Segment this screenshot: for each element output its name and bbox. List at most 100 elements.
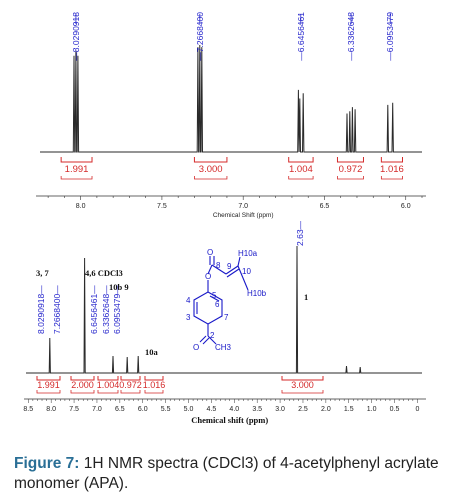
bottom-tick-label-16: 0.5 — [390, 406, 400, 413]
h10a-label: H10a — [238, 249, 258, 258]
bottom-peak-label-0: 8.0290918— — [36, 285, 46, 334]
ester-o-label: O — [205, 272, 211, 281]
c4-label: 4 — [186, 296, 191, 305]
top-tick-label-0: 8.0 — [76, 203, 86, 210]
bottom-tick-label-8: 4.5 — [207, 406, 217, 413]
top-integral-3: 0.972 — [336, 157, 364, 180]
vinyl-double-bond — [226, 268, 240, 278]
top-integral-underline — [337, 176, 364, 180]
bottom-spectrum-line — [26, 245, 422, 374]
bottom-assignment-2: 10b 9 — [109, 282, 129, 292]
bottom-integral-value: 1.004 — [97, 380, 120, 390]
bottom-tick-label-7: 5.0 — [184, 406, 194, 413]
bottom-integral-bracket — [281, 376, 324, 381]
ch3-label: CH3 — [215, 343, 232, 352]
top-peak-label-text: —7.2668400 — [195, 12, 205, 61]
bottom-tick-label-14: 1.5 — [344, 406, 354, 413]
bottom-tick-label-3: 7.0 — [92, 406, 102, 413]
top-integral-underline — [194, 176, 228, 180]
top-integral-value: 0.972 — [339, 164, 363, 175]
top-peak-label-3: —6.3362648 — [346, 12, 356, 61]
bottom-integral-underline — [36, 390, 61, 394]
bottom-integral-underline — [281, 390, 324, 394]
bottom-peak-label-text: 2.63— — [295, 220, 305, 246]
bottom-peak-label-text: 6.0953479— — [112, 285, 122, 334]
bottom-tick-label-4: 6.5 — [115, 406, 125, 413]
bottom-tick-label-17: 0 — [415, 406, 419, 413]
top-integral-bracket — [288, 157, 314, 163]
ring-double-bond — [209, 295, 220, 302]
bottom-spectrum-panel: 8.0290918— 7.2668400— 6.6456461— 6.3362648—… — [23, 220, 426, 425]
top-integral-bracket — [60, 157, 93, 163]
c7-label: 7 — [224, 313, 229, 322]
bottom-integral-bracket — [70, 376, 95, 381]
bottom-peak-label-5: 2.63— — [295, 220, 305, 246]
bottom-peak-label-2: 6.6456461— — [89, 285, 99, 334]
bottom-x-axis-label: Chemical shift (ppm) — [191, 415, 268, 425]
bottom-integral-value: 3.000 — [291, 380, 314, 390]
bottom-tick-label-11: 3.0 — [275, 406, 285, 413]
top-integral-underline — [380, 176, 403, 180]
top-integral-4: 1.016 — [380, 157, 404, 180]
top-integral-underline — [288, 176, 314, 180]
bottom-tick-label-10: 3.5 — [252, 406, 262, 413]
bottom-integral-underline — [120, 390, 141, 394]
vinyl-double-bond — [225, 265, 239, 275]
c8-c9-bond — [211, 264, 227, 275]
bottom-tick-label-15: 1.0 — [367, 406, 377, 413]
bottom-peak-label-text: 7.2668400— — [52, 285, 62, 334]
top-tick-label-3: 6.5 — [320, 203, 330, 210]
bottom-integral-underline — [70, 390, 95, 394]
top-peak-label-0: —8.0290918 — [71, 12, 81, 61]
bottom-integral-value: 0.972 — [119, 380, 142, 390]
top-integral-0: 1.991 — [60, 157, 93, 180]
acetyl-c-o-double-bond — [199, 335, 207, 343]
top-integral-value: 1.016 — [380, 164, 404, 175]
bottom-integral-bracket — [36, 376, 61, 381]
bottom-peak-label-text: 6.6456461— — [89, 285, 99, 334]
bottom-peak-label-text: 6.3362648— — [101, 285, 111, 334]
carbonyl-o-label: O — [207, 248, 213, 257]
h10a-bond — [237, 256, 241, 267]
structure-labels: O O 8 9 10 H10a H10b 5 6 4 3 7 2 O CH3 — [186, 248, 267, 352]
top-peak-label-text: —8.0290918 — [71, 12, 81, 61]
top-integral-bracket — [193, 157, 228, 163]
bottom-integral-2: 1.004 — [97, 376, 120, 394]
bottom-integral-value: 2.000 — [71, 380, 94, 390]
top-integral-value: 3.000 — [199, 164, 223, 175]
top-integral-value: 1.991 — [65, 164, 89, 175]
bottom-integral-5: 3.000 — [281, 376, 324, 394]
bottom-integral-4: 1.016 — [143, 376, 165, 394]
h10b-bond — [237, 265, 249, 291]
bottom-tick-label-1: 8.0 — [46, 406, 56, 413]
acetyl-ch3-bond — [207, 335, 217, 345]
top-peak-label-text: —6.6456461 — [296, 12, 306, 61]
top-peak-label-2: —6.6456461 — [296, 12, 306, 61]
acetyl-o-label: O — [193, 343, 199, 352]
bottom-assignment-1: 4,6 CDCl3 — [85, 268, 123, 278]
bottom-tick-label-13: 2.0 — [321, 406, 331, 413]
top-peak-label-text: —6.3362648 — [346, 12, 356, 61]
bottom-tick-label-5: 6.0 — [138, 406, 148, 413]
bottom-integral-bracket — [144, 376, 164, 381]
top-spectrum-panel: —8.0290918 —7.2668400 —6.6456461 —6.3362648… — [36, 12, 426, 219]
apa-structure — [193, 256, 249, 345]
top-integral-value: 1.004 — [289, 164, 313, 175]
c2-label: 2 — [210, 331, 215, 340]
top-integral-bracket — [380, 157, 403, 163]
nmr-figure: —8.0290918 —7.2668400 —6.6456461 —6.3362648… — [23, 12, 426, 425]
bottom-integral-underline — [97, 390, 119, 394]
caption-label: Figure 7: — [14, 455, 80, 472]
bottom-integral-bracket — [97, 376, 119, 381]
caption-text: 1H NMR spectra (CDCl3) of 4-acetylphenyl… — [14, 455, 439, 492]
top-integral-1: 3.000 — [193, 157, 228, 180]
h10b-label: H10b — [247, 289, 267, 298]
bottom-assignment-0: 3, 7 — [36, 268, 50, 278]
o-carbonyl-bond — [207, 264, 213, 275]
top-spectrum-line — [40, 44, 422, 153]
bottom-integral-1: 2.000 — [70, 376, 95, 394]
bottom-integral-0: 1.991 — [36, 376, 61, 394]
bottom-tick-label-0: 8.5 — [23, 406, 33, 413]
top-tick-label-2: 7.0 — [238, 203, 248, 210]
top-tick-label-1: 7.5 — [157, 203, 167, 210]
